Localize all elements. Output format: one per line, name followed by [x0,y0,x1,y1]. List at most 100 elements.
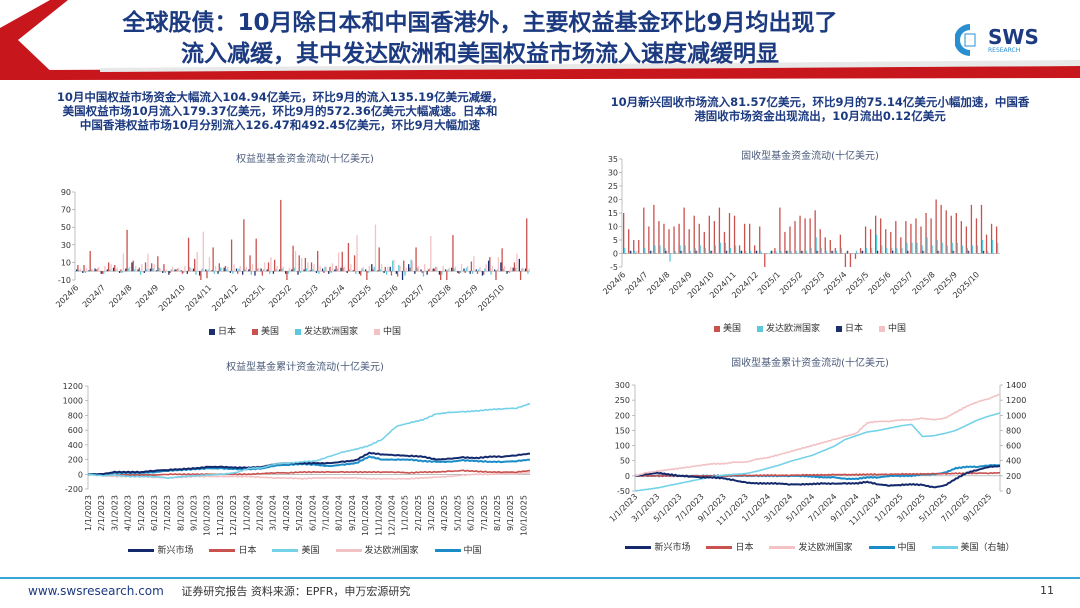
bar-japan [680,250,682,254]
bar-us [157,256,159,272]
x-tick-label: 8/1/2023 [176,495,185,531]
bar-china [104,265,106,272]
x-tick-label: 2024/7 [623,270,649,296]
bar-us [965,226,968,254]
bar-europe [750,250,752,254]
x-tick-label: 12/1/2023 [229,495,238,536]
bar-europe [226,269,228,272]
bar-japan [106,269,109,272]
bar-japan [291,269,293,272]
bar-us [286,271,288,280]
bar-us [519,271,522,280]
bar-china [757,250,759,254]
bar-europe [634,250,636,254]
bar-us [990,223,993,254]
bar-china [393,259,395,272]
bar-china [227,266,229,272]
bar-china [245,266,248,272]
bar-us [834,248,836,254]
bar-us [409,267,411,272]
bar-us [200,271,202,280]
bar-japan [205,269,207,272]
bar-china [968,250,971,254]
bar-europe [96,268,99,272]
x-tick-label: 2025/3 [294,283,320,309]
x-tick-label: 2024/8 [107,283,133,309]
bar-us [885,229,887,254]
x-tick-label: 4/1/2025 [440,495,449,531]
bar-china [436,266,438,272]
website-link[interactable]: www.swsresearch.com [28,584,164,598]
bar-us [144,262,147,272]
bar-europe [780,250,782,254]
bar-europe [232,271,234,274]
bar-europe [785,250,787,254]
bar-us [101,271,104,274]
bar-europe [714,245,717,254]
legend-swatch [251,328,258,335]
bar-europe [629,250,631,254]
bar-japan [740,250,743,254]
x-tick-label: 2025/6 [373,283,399,309]
y-tick-label: 90 [61,188,71,197]
bar-china [802,250,804,254]
bar-europe [152,268,154,272]
bar-us [120,269,122,272]
title-line-2: 流入减缓，其中发达欧洲和美国权益市场流入速度减缓明显 [181,41,779,67]
bar-us [458,271,460,274]
x-tick-label: 2025/4 [822,270,848,296]
bar-europe [770,250,772,254]
bar-europe [349,269,351,272]
x-tick-label: 10/1/2024 [361,495,370,536]
bar-us [713,221,716,254]
bar-china [91,269,94,272]
bar-us [728,213,731,254]
bar-europe [906,242,908,254]
bar-europe [189,266,191,272]
bar-europe [392,260,394,272]
x-tick-label: 5/1/2023 [137,495,146,531]
bar-us [347,243,350,272]
bar-us [764,253,766,267]
bar-us [970,204,973,254]
summary-line: 中国香港权益市场10月分别流入126.47和492.45亿美元，环比9月大幅加速 [79,118,481,132]
bar-europe [281,268,283,272]
legend-item: 日本 [706,540,753,553]
legend-item: 发达欧洲国家 [295,324,358,337]
bar-us [366,271,368,280]
bar-us [799,215,801,254]
bar-us [353,255,356,272]
bar-japan [285,271,287,274]
page-number: 11 [1040,584,1054,597]
legend-item: 发达欧洲国家 [769,540,853,553]
x-tick-label: 2/1/2023 [97,495,106,531]
bar-europe [435,266,437,272]
bar-japan [451,267,453,272]
bar-china [741,250,744,254]
x-tick-label: 2/1/2024 [256,495,265,531]
bar-us [249,255,251,272]
legend-swatch [769,546,796,549]
bar-europe [991,240,994,254]
legend-item: 美国 [272,543,320,556]
bar-europe [664,248,666,254]
bar-china [503,265,506,272]
bar-europe [478,269,480,272]
bar-europe [916,242,918,254]
bar-us [483,271,485,275]
bar-europe [674,250,676,254]
y-tick-label: 5 [613,236,618,245]
bar-us [723,231,726,254]
y-tick-label: 25 [608,182,618,191]
bar-us [507,271,509,273]
bar-europe [201,268,203,272]
x-tick-label: 1/1/2024 [242,495,251,531]
source-note: 证券研究报告 资料来源：EPFR，申万宏源研究 [181,585,411,598]
bar-japan [137,269,139,272]
bar-us [95,269,97,272]
bar-us [89,250,91,272]
bar-japan [358,271,361,274]
bar-us [920,226,922,254]
legend-swatch [756,325,763,332]
bar-europe [679,245,681,254]
